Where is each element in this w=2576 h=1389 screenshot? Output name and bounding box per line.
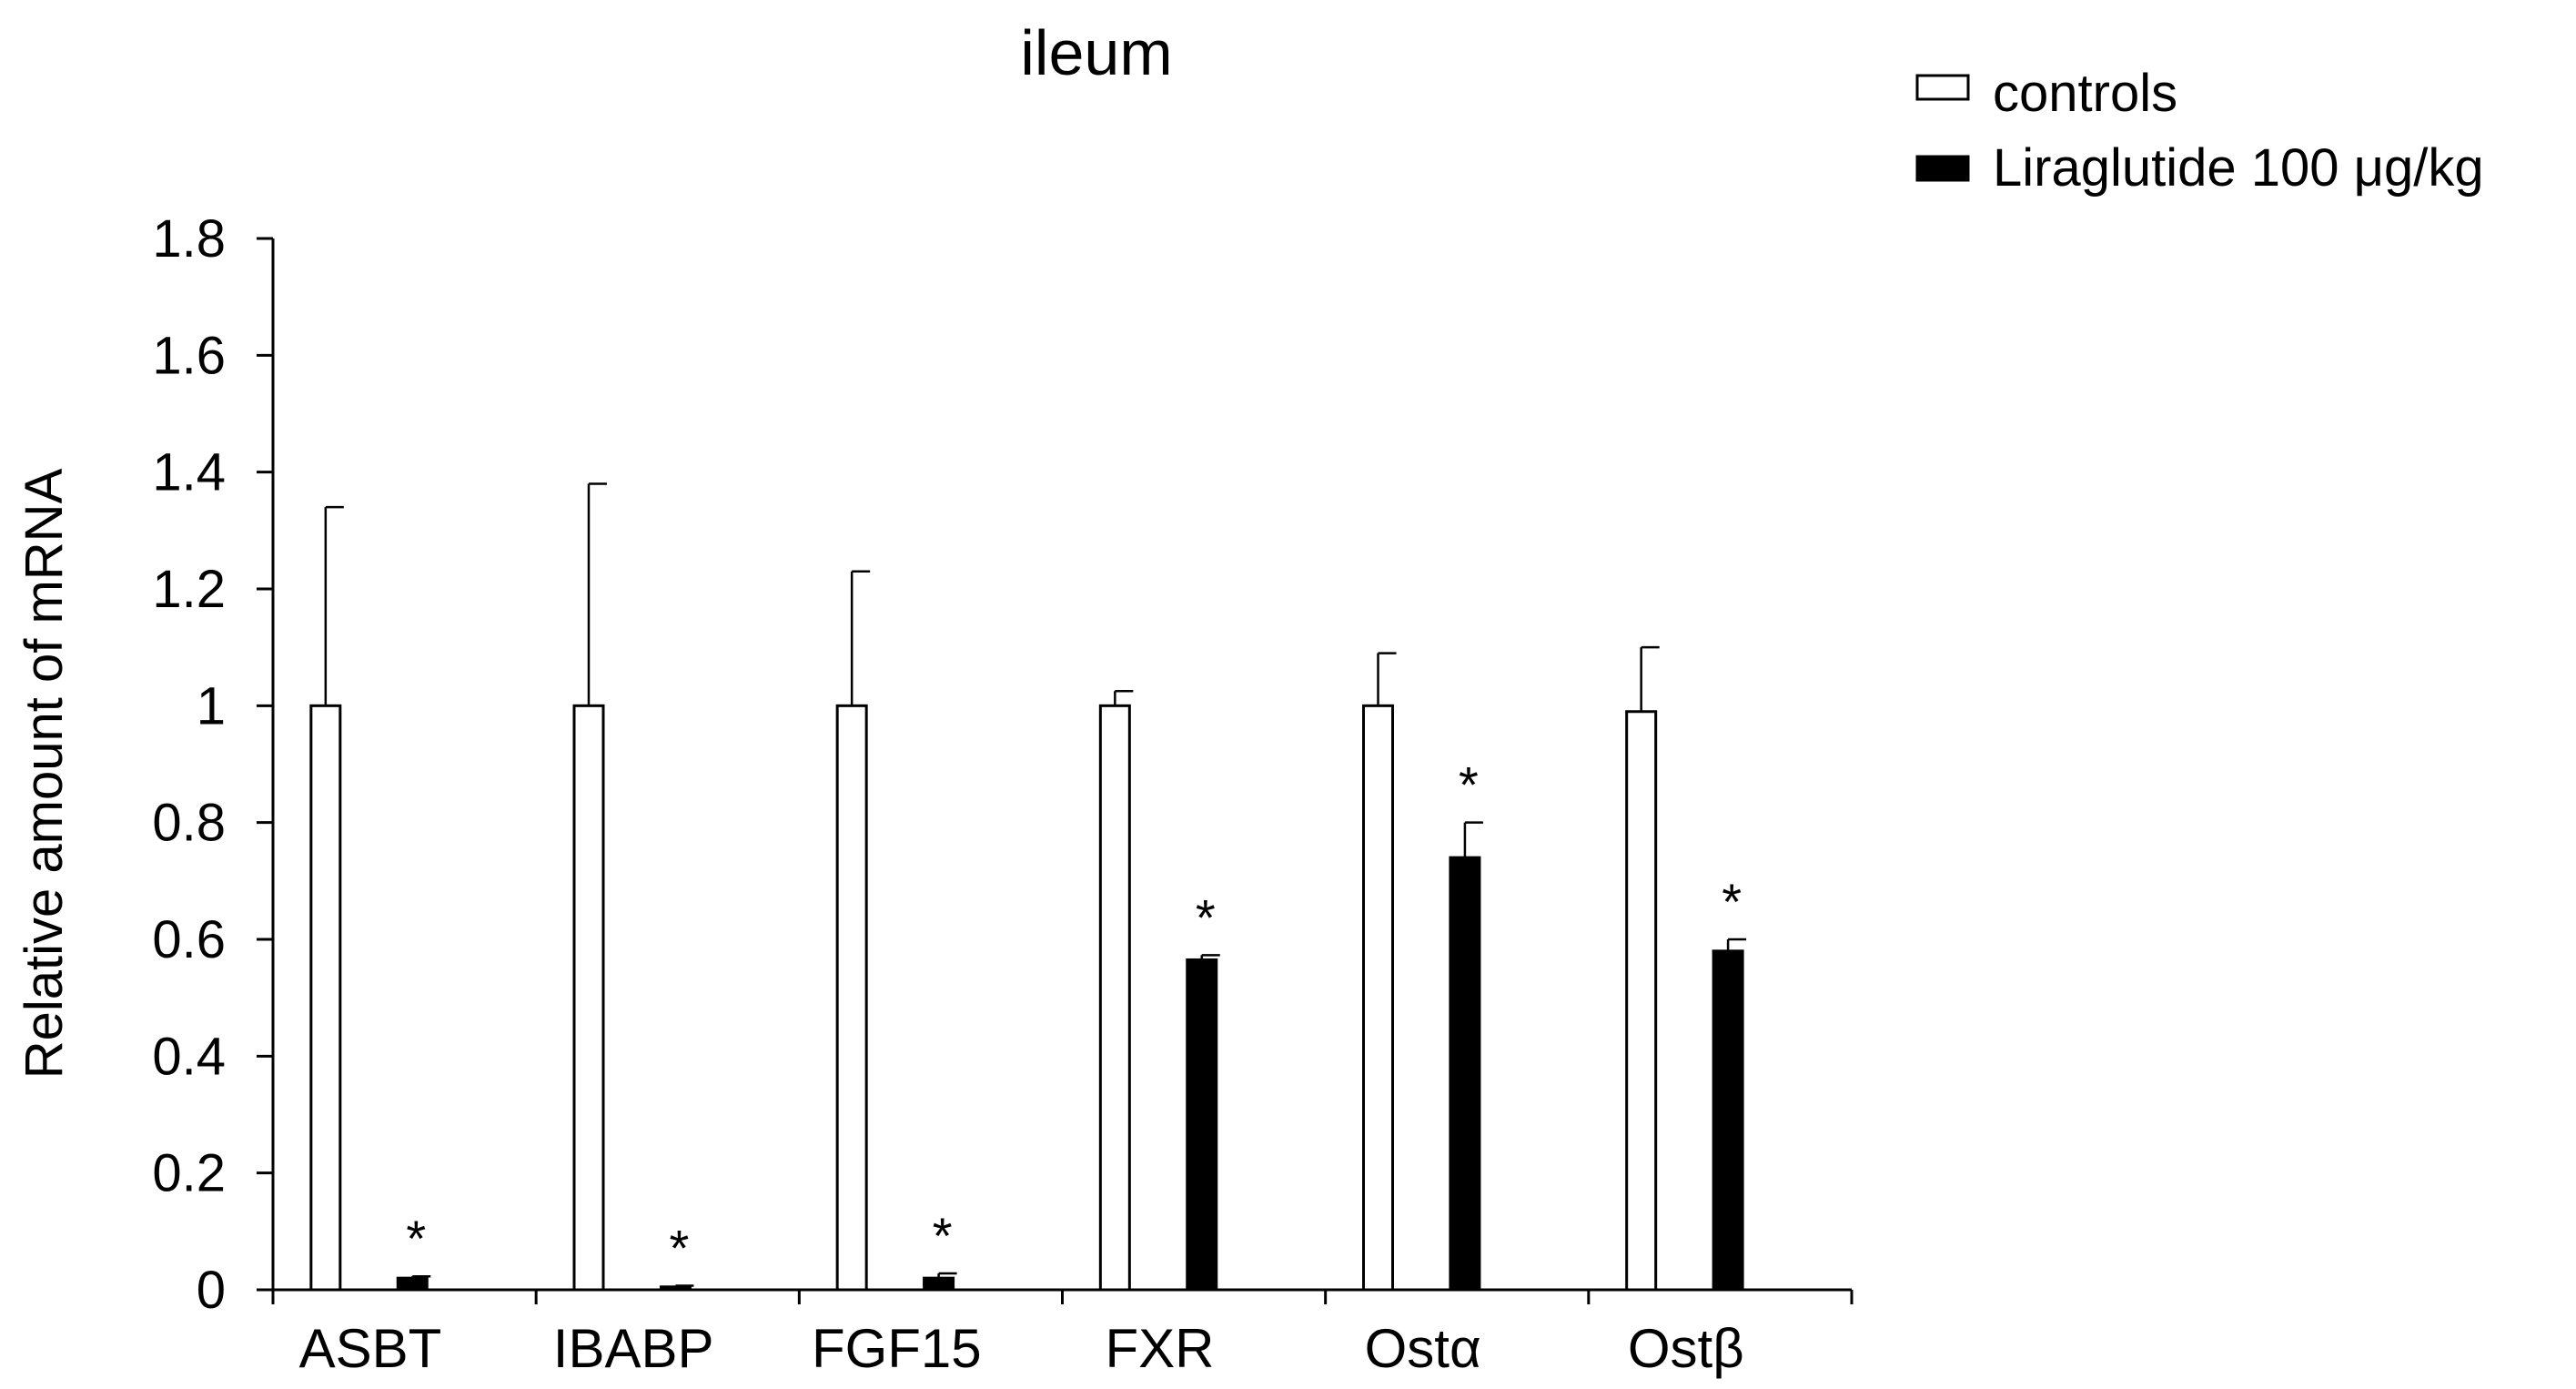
legend-label-controls: controls	[1993, 64, 2177, 123]
y-tick-label: 0.2	[152, 1144, 226, 1203]
bar	[659, 1285, 692, 1292]
y-tick-label: 0.8	[152, 794, 226, 853]
y-tick-label: 0	[197, 1261, 226, 1320]
bar	[396, 1276, 429, 1292]
y-axis-title: Relative amount of mRNA	[15, 468, 74, 1079]
bar	[309, 704, 342, 1292]
legend-swatch-controls	[1915, 74, 1970, 101]
significance-marker: *	[933, 1207, 953, 1264]
y-tick-label: 1.6	[152, 326, 226, 385]
y-tick-label: 1.8	[152, 209, 226, 269]
category-label: Ostα	[1365, 1318, 1481, 1379]
category-label: FXR	[1105, 1318, 1214, 1379]
significance-marker: *	[1722, 873, 1742, 930]
y-tick-label: 0.6	[152, 910, 226, 969]
bar	[923, 1276, 955, 1292]
y-tick-label: 1.2	[152, 560, 226, 619]
bar	[1362, 704, 1394, 1292]
category-label: FGF15	[812, 1318, 982, 1379]
significance-marker: *	[406, 1210, 426, 1267]
chart-title: ileum	[1020, 17, 1172, 88]
bar	[835, 704, 868, 1292]
y-tick-label: 1	[197, 676, 226, 735]
category-label: IBABP	[553, 1318, 714, 1379]
bar	[1625, 710, 1658, 1292]
category-label: ASBT	[299, 1318, 442, 1379]
bar	[1449, 856, 1481, 1292]
bar	[572, 704, 605, 1292]
legend-swatch-liraglutide	[1915, 155, 1970, 182]
legend-label-liraglutide: Liraglutide 100 μg/kg	[1993, 138, 2484, 198]
plot-area: 0 0.2 0.4 0.6 0.8 1 1.2 1.4 1.6 1.8 * ASBT * IBABP * FG…	[152, 209, 1854, 1379]
category-label: Ostβ	[1628, 1318, 1744, 1379]
legend: controls Liraglutide 100 μg/kg	[1915, 64, 2484, 198]
bar	[1098, 704, 1131, 1292]
significance-marker: *	[1196, 888, 1216, 946]
y-tick-label: 1.4	[152, 443, 226, 502]
significance-marker: *	[670, 1220, 690, 1277]
bar	[1186, 958, 1218, 1292]
bar	[1712, 949, 1744, 1292]
y-tick-label: 0.4	[152, 1027, 226, 1086]
significance-marker: *	[1459, 756, 1479, 814]
